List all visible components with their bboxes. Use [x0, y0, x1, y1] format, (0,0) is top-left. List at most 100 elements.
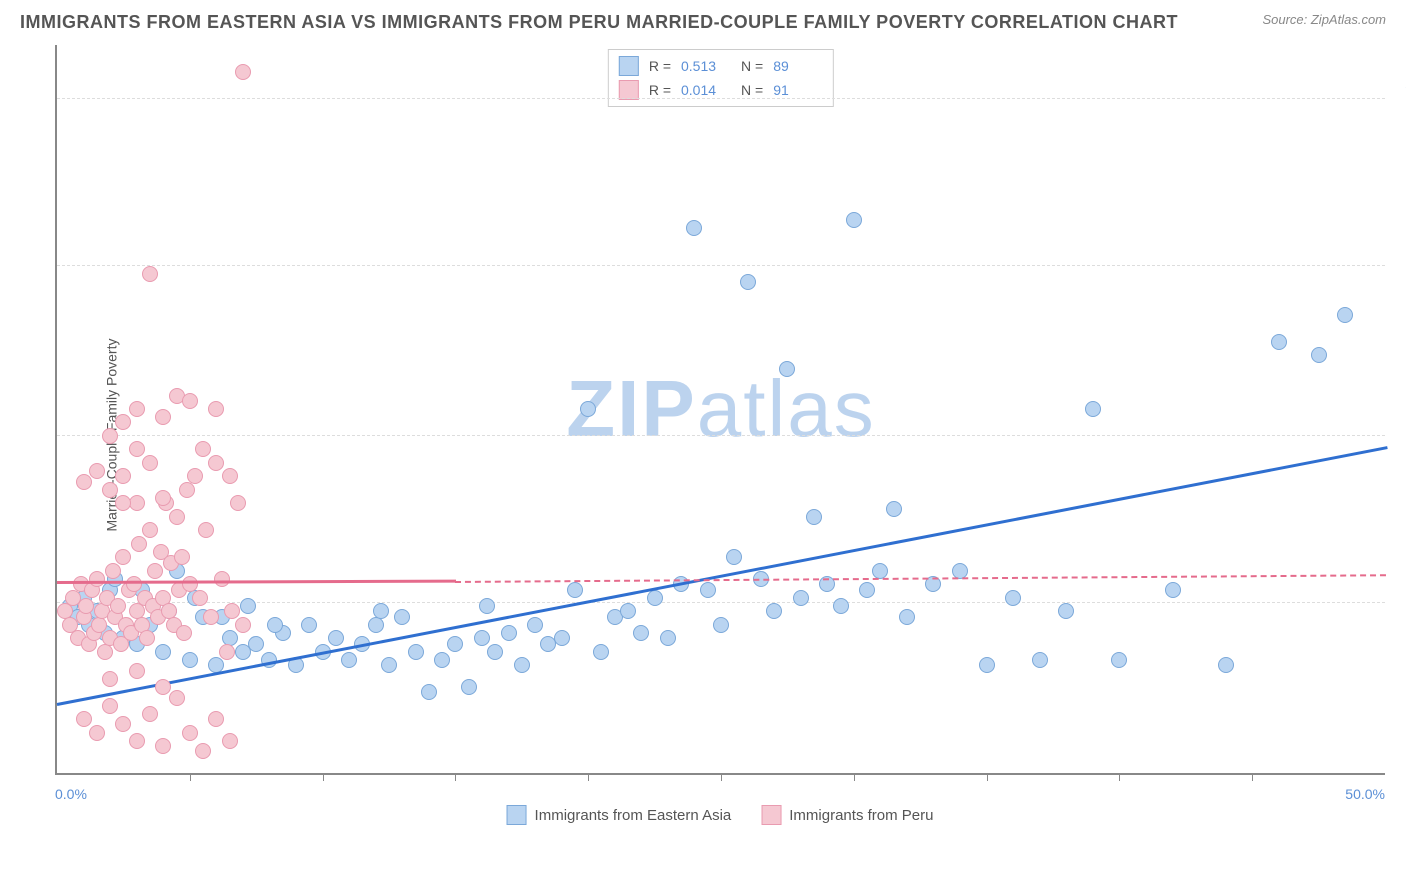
watermark: ZIPatlas	[566, 363, 875, 455]
data-point	[155, 490, 171, 506]
trend-line-extrapolated	[455, 574, 1386, 583]
data-point	[182, 393, 198, 409]
data-point	[567, 582, 583, 598]
gridline	[57, 98, 1385, 99]
data-point	[899, 609, 915, 625]
data-point	[620, 603, 636, 619]
data-point	[408, 644, 424, 660]
legend-swatch	[507, 805, 527, 825]
data-point	[766, 603, 782, 619]
data-point	[198, 522, 214, 538]
data-point	[89, 463, 105, 479]
n-label: N =	[741, 82, 763, 98]
r-value: 0.014	[681, 82, 731, 98]
data-point	[1311, 347, 1327, 363]
data-point	[142, 522, 158, 538]
data-point	[169, 509, 185, 525]
source-attribution: Source: ZipAtlas.com	[1262, 12, 1386, 27]
x-tick-mark	[987, 773, 988, 781]
data-point	[155, 679, 171, 695]
data-point	[1337, 307, 1353, 323]
data-point	[76, 474, 92, 490]
data-point	[214, 571, 230, 587]
gridline	[57, 435, 1385, 436]
data-point	[1058, 603, 1074, 619]
data-point	[174, 549, 190, 565]
data-point	[554, 630, 570, 646]
data-point	[129, 663, 145, 679]
data-point	[142, 266, 158, 282]
data-point	[686, 220, 702, 236]
data-point	[527, 617, 543, 633]
x-tick-mark	[721, 773, 722, 781]
r-value: 0.513	[681, 58, 731, 74]
data-point	[1005, 590, 1021, 606]
data-point	[208, 455, 224, 471]
data-point	[129, 401, 145, 417]
data-point	[886, 501, 902, 517]
data-point	[341, 652, 357, 668]
data-point	[102, 482, 118, 498]
data-point	[142, 706, 158, 722]
data-point	[115, 495, 131, 511]
data-point	[700, 582, 716, 598]
data-point	[793, 590, 809, 606]
data-point	[872, 563, 888, 579]
data-point	[102, 698, 118, 714]
data-point	[222, 468, 238, 484]
data-point	[110, 598, 126, 614]
data-point	[859, 582, 875, 598]
legend-series-item: Immigrants from Eastern Asia	[507, 805, 732, 825]
data-point	[115, 414, 131, 430]
x-tick-mark	[1252, 773, 1253, 781]
x-tick-mark	[1119, 773, 1120, 781]
n-value: 89	[773, 58, 823, 74]
data-point	[235, 617, 251, 633]
data-point	[381, 657, 397, 673]
data-point	[779, 361, 795, 377]
r-label: R =	[649, 58, 671, 74]
x-tick-mark	[588, 773, 589, 781]
legend-swatch	[619, 56, 639, 76]
data-point	[713, 617, 729, 633]
chart-container: Married-Couple Family Poverty ZIPatlas R…	[55, 45, 1385, 825]
plot-area: ZIPatlas R =0.513N =89R =0.014N =91 6.3%…	[55, 45, 1385, 775]
data-point	[182, 725, 198, 741]
legend-series-label: Immigrants from Eastern Asia	[535, 807, 732, 824]
r-label: R =	[649, 82, 671, 98]
x-tick-mark	[854, 773, 855, 781]
data-point	[230, 495, 246, 511]
data-point	[1165, 582, 1181, 598]
data-point	[176, 625, 192, 641]
data-point	[660, 630, 676, 646]
data-point	[142, 455, 158, 471]
trend-line	[57, 580, 456, 584]
data-point	[267, 617, 283, 633]
data-point	[222, 733, 238, 749]
n-value: 91	[773, 82, 823, 98]
data-point	[248, 636, 264, 652]
data-point	[208, 711, 224, 727]
data-point	[447, 636, 463, 652]
data-point	[501, 625, 517, 641]
x-tick-mark	[323, 773, 324, 781]
legend-stat-row: R =0.513N =89	[619, 54, 823, 78]
data-point	[479, 598, 495, 614]
data-point	[833, 598, 849, 614]
data-point	[129, 733, 145, 749]
data-point	[1271, 334, 1287, 350]
data-point	[115, 716, 131, 732]
data-point	[487, 644, 503, 660]
data-point	[139, 630, 155, 646]
data-point	[192, 590, 208, 606]
data-point	[203, 609, 219, 625]
data-point	[1085, 401, 1101, 417]
data-point	[155, 409, 171, 425]
data-point	[131, 536, 147, 552]
data-point	[846, 212, 862, 228]
data-point	[633, 625, 649, 641]
chart-title: IMMIGRANTS FROM EASTERN ASIA VS IMMIGRAN…	[20, 12, 1178, 33]
data-point	[89, 571, 105, 587]
legend-series-label: Immigrants from Peru	[789, 807, 933, 824]
data-point	[169, 690, 185, 706]
